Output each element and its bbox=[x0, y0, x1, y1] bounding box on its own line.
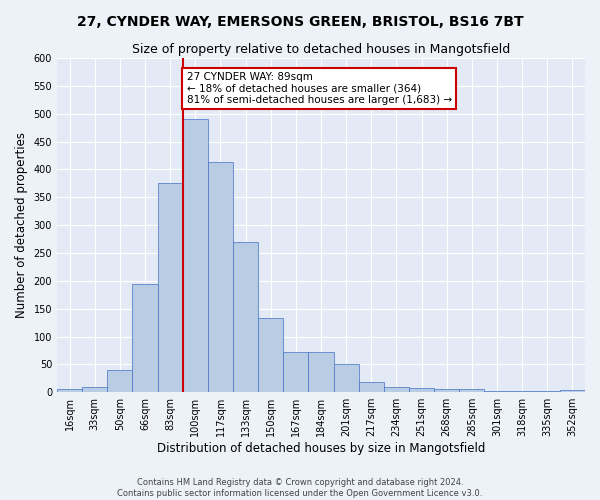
Bar bbox=[509, 391, 535, 392]
Bar bbox=[384, 386, 409, 392]
Text: 27, CYNDER WAY, EMERSONS GREEN, BRISTOL, BS16 7BT: 27, CYNDER WAY, EMERSONS GREEN, BRISTOL,… bbox=[77, 15, 523, 29]
Bar bbox=[133, 284, 158, 392]
Bar bbox=[459, 390, 484, 392]
Bar bbox=[308, 352, 334, 392]
Bar bbox=[535, 391, 560, 392]
Bar bbox=[233, 242, 258, 392]
Bar bbox=[258, 318, 283, 392]
Bar bbox=[283, 352, 308, 392]
Bar bbox=[560, 390, 585, 392]
Bar bbox=[484, 390, 509, 392]
Bar bbox=[158, 184, 183, 392]
Text: Contains HM Land Registry data © Crown copyright and database right 2024.
Contai: Contains HM Land Registry data © Crown c… bbox=[118, 478, 482, 498]
X-axis label: Distribution of detached houses by size in Mangotsfield: Distribution of detached houses by size … bbox=[157, 442, 485, 455]
Y-axis label: Number of detached properties: Number of detached properties bbox=[15, 132, 28, 318]
Bar bbox=[82, 386, 107, 392]
Bar bbox=[107, 370, 133, 392]
Bar bbox=[208, 162, 233, 392]
Text: 27 CYNDER WAY: 89sqm
← 18% of detached houses are smaller (364)
81% of semi-deta: 27 CYNDER WAY: 89sqm ← 18% of detached h… bbox=[187, 72, 452, 105]
Bar bbox=[183, 120, 208, 392]
Bar bbox=[334, 364, 359, 392]
Bar bbox=[57, 390, 82, 392]
Bar bbox=[359, 382, 384, 392]
Title: Size of property relative to detached houses in Mangotsfield: Size of property relative to detached ho… bbox=[132, 42, 510, 56]
Bar bbox=[409, 388, 434, 392]
Bar bbox=[434, 390, 459, 392]
